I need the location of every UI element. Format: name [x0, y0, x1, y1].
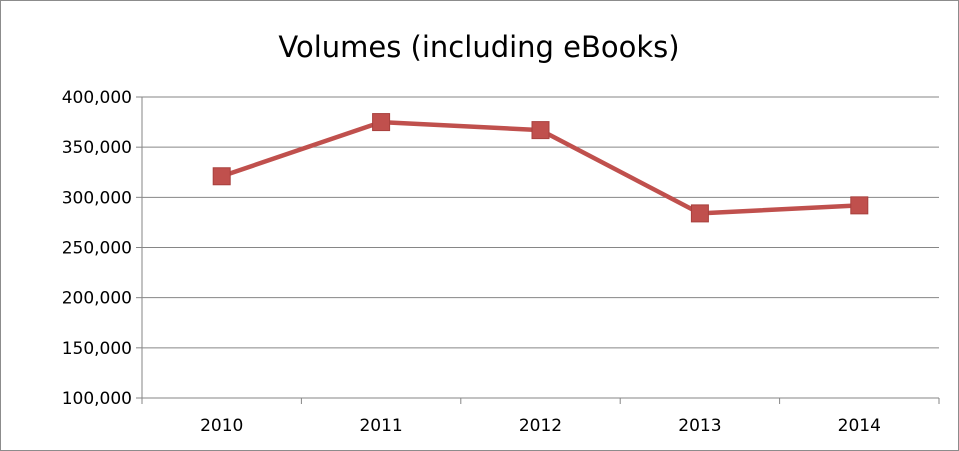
y-tick-label: 150,000	[62, 339, 132, 359]
y-tick-label: 100,000	[62, 389, 132, 409]
y-axis-tick-labels: 100,000 150,000 200,000 250,000 300,000 350,0…	[62, 88, 132, 409]
chart-title: Volumes (including eBooks)	[278, 30, 679, 64]
y-tick-label: 200,000	[62, 289, 132, 309]
data-point-marker	[531, 121, 550, 140]
y-tick-label: 300,000	[62, 188, 132, 208]
series-volumes	[212, 113, 869, 223]
x-tick-label: 2011	[359, 416, 402, 436]
x-axis-tick-labels: 2010 2011 2012 2013 2014	[200, 416, 881, 436]
gridlines	[142, 96, 939, 349]
data-point-marker	[850, 196, 869, 215]
axes	[136, 96, 940, 404]
data-point-marker	[690, 204, 709, 223]
x-tick-label: 2012	[519, 416, 562, 436]
x-tick-label: 2010	[200, 416, 243, 436]
y-tick-label: 400,000	[62, 88, 132, 108]
y-tick-label: 350,000	[62, 138, 132, 158]
y-tick-label: 250,000	[62, 239, 132, 259]
data-point-marker	[372, 113, 391, 132]
x-tick-label: 2014	[838, 416, 881, 436]
x-tick-label: 2013	[678, 416, 721, 436]
data-point-marker	[212, 167, 231, 186]
